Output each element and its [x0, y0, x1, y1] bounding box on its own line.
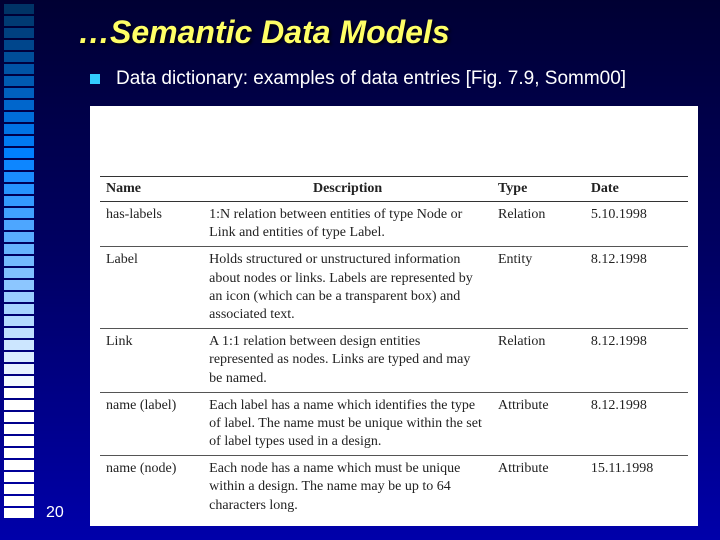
table-row: LinkA 1:1 relation between design entiti… [100, 329, 688, 393]
table-cell-name: name (label) [100, 392, 203, 456]
stripe-block [4, 352, 34, 362]
page-number: 20 [46, 504, 64, 522]
stripe-block [4, 64, 34, 74]
stripe-block [4, 244, 34, 254]
stripe-block [4, 508, 34, 518]
stripe-block [4, 172, 34, 182]
stripe-block [4, 496, 34, 506]
stripe-block [4, 208, 34, 218]
slide-title: …Semantic Data Models [78, 14, 450, 51]
stripe-block [4, 220, 34, 230]
stripe-block [4, 184, 34, 194]
stripe-block [4, 316, 34, 326]
slide-background: …Semantic Data Models Data dictionary: e… [0, 0, 720, 540]
table-cell-name: has-labels [100, 202, 203, 247]
table-cell-date: 15.11.1998 [585, 456, 688, 519]
stripe-block [4, 28, 34, 38]
table-row: LabelHolds structured or unstructured in… [100, 247, 688, 329]
stripe-block [4, 40, 34, 50]
table-cell-date: 8.12.1998 [585, 329, 688, 393]
bullet-marker-icon [90, 74, 100, 84]
stripe-block [4, 124, 34, 134]
stripe-block [4, 196, 34, 206]
decorative-left-stripe [0, 0, 38, 540]
table-cell-name: Label [100, 247, 203, 329]
stripe-block [4, 112, 34, 122]
table-cell-desc: A 1:1 relation between design entities r… [203, 329, 492, 393]
stripe-block [4, 412, 34, 422]
stripe-block [4, 88, 34, 98]
table-cell-desc: Holds structured or unstructured informa… [203, 247, 492, 329]
data-dictionary-table: Name Description Type Date has-labels1:N… [100, 176, 688, 519]
table-cell-name: name (node) [100, 456, 203, 519]
stripe-block [4, 136, 34, 146]
stripe-block [4, 160, 34, 170]
table-row: has-labels1:N relation between entities … [100, 202, 688, 247]
bullet-item: Data dictionary: examples of data entrie… [90, 68, 626, 90]
stripe-block [4, 52, 34, 62]
stripe-block [4, 148, 34, 158]
table-row: name (label)Each label has a name which … [100, 392, 688, 456]
stripe-block [4, 484, 34, 494]
stripe-block [4, 304, 34, 314]
table-cell-date: 8.12.1998 [585, 392, 688, 456]
col-type: Type [492, 177, 585, 202]
stripe-block [4, 400, 34, 410]
stripe-block [4, 280, 34, 290]
stripe-block [4, 376, 34, 386]
bullet-text: Data dictionary: examples of data entrie… [116, 68, 626, 90]
table-cell-type: Relation [492, 329, 585, 393]
table-cell-date: 8.12.1998 [585, 247, 688, 329]
table-cell-type: Attribute [492, 392, 585, 456]
table-row: name (node)Each node has a name which mu… [100, 456, 688, 519]
stripe-block [4, 4, 34, 14]
stripe-block [4, 328, 34, 338]
stripe-block [4, 100, 34, 110]
stripe-block [4, 292, 34, 302]
table-cell-desc: Each node has a name which must be uniqu… [203, 456, 492, 519]
table-cell-type: Entity [492, 247, 585, 329]
stripe-block [4, 460, 34, 470]
stripe-block [4, 364, 34, 374]
stripe-block [4, 256, 34, 266]
col-name: Name [100, 177, 203, 202]
table-cell-desc: 1:N relation between entities of type No… [203, 202, 492, 247]
table-cell-name: Link [100, 329, 203, 393]
table-cell-type: Attribute [492, 456, 585, 519]
table-cell-type: Relation [492, 202, 585, 247]
stripe-block [4, 472, 34, 482]
table-header-row: Name Description Type Date [100, 177, 688, 202]
stripe-block [4, 424, 34, 434]
table-cell-date: 5.10.1998 [585, 202, 688, 247]
stripe-block [4, 76, 34, 86]
stripe-block [4, 448, 34, 458]
table-figure-area: Name Description Type Date has-labels1:N… [90, 106, 698, 526]
stripe-block [4, 388, 34, 398]
stripe-block [4, 16, 34, 26]
stripe-block [4, 436, 34, 446]
stripe-block [4, 340, 34, 350]
col-description: Description [203, 177, 492, 202]
stripe-block [4, 268, 34, 278]
stripe-block [4, 232, 34, 242]
col-date: Date [585, 177, 688, 202]
table-cell-desc: Each label has a name which identifies t… [203, 392, 492, 456]
